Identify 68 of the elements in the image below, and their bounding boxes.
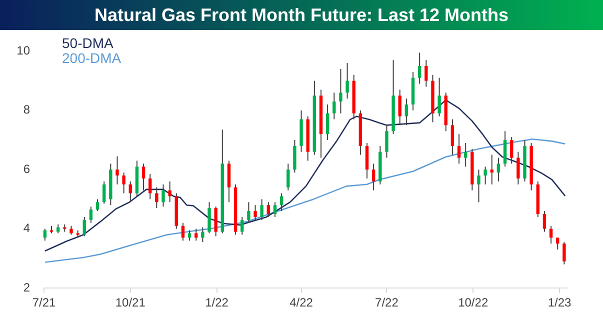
candlestick: [227, 160, 231, 203]
candlestick: [254, 204, 257, 220]
candlestick: [155, 186, 158, 209]
candlestick: [214, 206, 218, 237]
candlestick: [385, 124, 388, 158]
candlestick: [503, 130, 507, 168]
candlestick: [266, 202, 270, 218]
x-tick-label: 10/22: [458, 296, 488, 310]
y-tick-label: 6: [23, 162, 30, 176]
candlestick: [424, 60, 428, 88]
x-tick-label: 10/21: [115, 296, 146, 310]
candlestick: [240, 216, 244, 236]
candlestick: [562, 242, 566, 265]
candlestick: [326, 104, 330, 140]
candlestick: [464, 142, 468, 168]
candlestick: [372, 163, 376, 191]
candlestick: [516, 151, 520, 185]
candlestick: [188, 230, 192, 242]
candlestick: [346, 62, 349, 100]
candlestick: [116, 156, 119, 185]
candlestick: [162, 184, 165, 208]
candlestick: [542, 210, 546, 232]
candlestick: [122, 172, 126, 194]
candlestick: [293, 140, 296, 174]
y-tick-label: 4: [23, 221, 30, 236]
candlestick: [404, 98, 408, 126]
candlestick: [450, 118, 454, 156]
candlestick: [82, 216, 86, 237]
x-tick-label: 4/22: [290, 296, 314, 310]
candlestick: [286, 163, 290, 191]
y-tick-label: 10: [16, 44, 30, 58]
candlestick: [490, 154, 494, 185]
text: 200-DMA: [62, 50, 122, 66]
candlestick: [208, 202, 211, 234]
candlestick: [556, 237, 560, 250]
candlestick: [438, 77, 441, 117]
candlestick: [484, 166, 487, 185]
candlestick: [510, 136, 514, 164]
candlestick: [273, 202, 277, 218]
candlestick: [496, 157, 500, 182]
candlestick: [181, 222, 185, 242]
candlestick: [102, 180, 106, 204]
candlestick: [247, 202, 250, 224]
candlestick: [89, 206, 93, 224]
candlestick: [365, 142, 369, 179]
x-tick-label: 7/21: [32, 296, 56, 310]
candlestick: [339, 68, 342, 114]
candlestick: [418, 52, 422, 84]
candlestick: [168, 180, 172, 203]
candlestick: [194, 228, 198, 242]
candlestick: [457, 134, 461, 164]
candlestick: [398, 89, 402, 126]
candlestick: [148, 174, 152, 200]
candlestick: [142, 163, 146, 191]
candlestick: [332, 92, 336, 120]
candlestick: [128, 180, 132, 203]
chart-title: Natural Gas Front Month Future: Last 12 Months: [0, 0, 603, 30]
y-tick-label: 8: [23, 102, 30, 117]
candlestick: [280, 192, 284, 212]
x-tick-label: 7/22: [375, 296, 399, 310]
x-tick-label: 1/23: [548, 296, 572, 310]
candlestick: [477, 169, 480, 203]
x-tick-label: 1/22: [205, 296, 229, 310]
candlestick: [96, 198, 100, 212]
candlestick: [260, 198, 264, 220]
candlestick: [201, 226, 204, 243]
y-tick-label: 2: [23, 280, 30, 294]
text: 50-DMA: [62, 35, 114, 51]
